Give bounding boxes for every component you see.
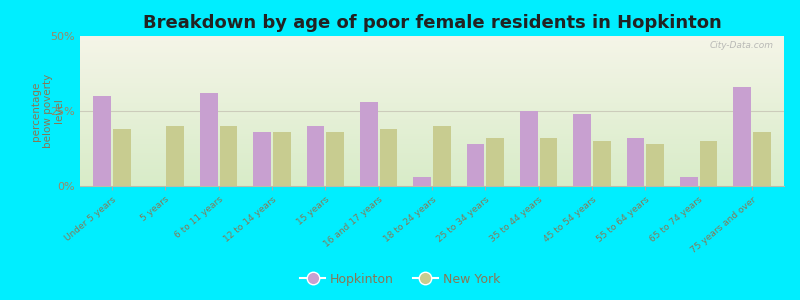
Bar xyxy=(200,93,218,186)
Bar xyxy=(113,129,130,186)
Bar xyxy=(753,132,770,186)
Bar xyxy=(380,129,398,186)
Bar xyxy=(486,138,504,186)
Bar xyxy=(166,126,184,186)
Bar xyxy=(734,87,751,186)
Bar xyxy=(466,144,484,186)
Bar xyxy=(273,132,290,186)
Bar xyxy=(220,126,238,186)
Text: City-Data.com: City-Data.com xyxy=(710,40,774,50)
Legend: Hopkinton, New York: Hopkinton, New York xyxy=(295,268,505,291)
Bar xyxy=(626,138,644,186)
Bar xyxy=(306,126,324,186)
Bar xyxy=(433,126,450,186)
Bar xyxy=(540,138,558,186)
Title: Breakdown by age of poor female residents in Hopkinton: Breakdown by age of poor female resident… xyxy=(142,14,722,32)
Bar xyxy=(700,141,718,186)
Bar xyxy=(680,177,698,186)
Bar xyxy=(254,132,271,186)
Bar xyxy=(574,114,591,186)
Bar xyxy=(94,96,111,186)
Y-axis label: percentage
below poverty
level: percentage below poverty level xyxy=(31,74,64,148)
Bar xyxy=(360,102,378,186)
Bar xyxy=(520,111,538,186)
Bar xyxy=(414,177,431,186)
Bar xyxy=(593,141,610,186)
Bar xyxy=(326,132,344,186)
Bar xyxy=(646,144,664,186)
